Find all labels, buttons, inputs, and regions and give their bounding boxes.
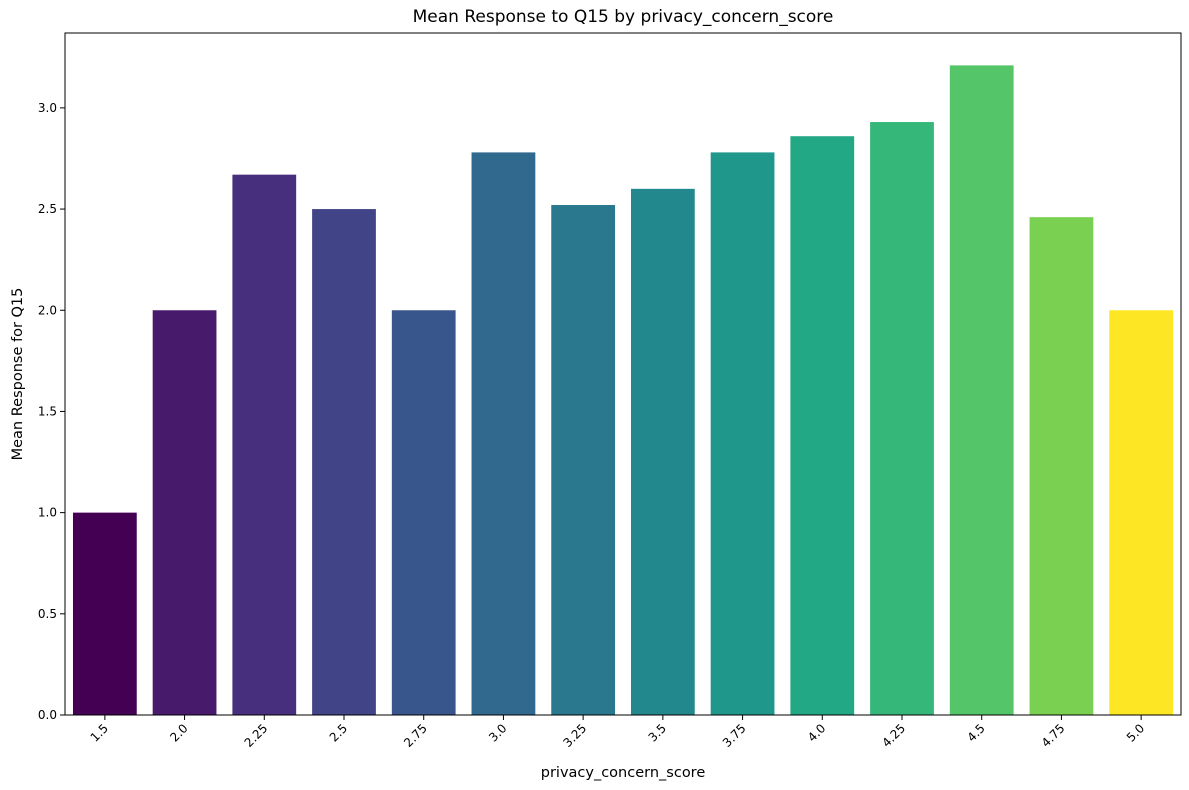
- chart-title: Mean Response to Q15 by privacy_concern_…: [413, 7, 834, 27]
- y-tick-label: 0.5: [38, 607, 57, 621]
- bar-5.0: [1109, 310, 1174, 715]
- bar-4.75: [1029, 217, 1094, 716]
- bar-3.25: [551, 205, 616, 715]
- bar-3.75: [710, 152, 775, 716]
- y-tick-label: 2.0: [38, 303, 57, 317]
- x-axis: 1.5 2.0 2.25 2.5 2.75 3.0 3.25 3.5 3.75 4.0 4.25 4.…: [88, 715, 1147, 750]
- y-tick-label: 3.0: [38, 101, 57, 115]
- y-axis-label: Mean Response for Q15: [10, 288, 26, 461]
- x-tick-label: 4.5: [964, 721, 987, 744]
- x-tick-label: 1.5: [88, 721, 111, 744]
- x-tick-label: 5.0: [1124, 721, 1147, 744]
- y-tick-label: 2.5: [38, 202, 57, 216]
- y-tick-label: 1.5: [38, 404, 57, 418]
- y-tick-label: 1.0: [38, 506, 57, 520]
- x-tick-label: 2.25: [242, 721, 271, 750]
- bar-3.5: [630, 188, 695, 716]
- x-tick-label: 3.75: [720, 721, 749, 750]
- bar-2.25: [232, 174, 297, 715]
- x-tick-label: 2.5: [327, 721, 350, 744]
- bar-2.0: [152, 310, 217, 715]
- x-tick-label: 3.25: [560, 721, 589, 750]
- x-tick-label: 3.0: [486, 721, 509, 744]
- y-tick-label: 0.0: [38, 708, 57, 722]
- x-tick-label: 3.5: [646, 721, 669, 744]
- x-tick-label: 2.0: [167, 721, 190, 744]
- bars-group: [72, 65, 1174, 716]
- plot-frame: [64, 32, 1182, 716]
- x-tick-label: 4.25: [879, 721, 908, 750]
- bar-2.75: [391, 310, 456, 715]
- x-tick-label: 4.0: [805, 721, 828, 744]
- x-tick-label: 2.75: [401, 721, 430, 750]
- bar-2.5: [312, 209, 376, 715]
- bar-4.0: [790, 136, 855, 715]
- bar-4.25: [870, 122, 934, 716]
- bar-1.5: [72, 512, 137, 715]
- x-tick-label: 4.75: [1039, 721, 1068, 750]
- bar-4.5: [949, 65, 1014, 715]
- y-axis: 0.0 0.5 1.0 1.5 2.0 2.5 3.0: [38, 101, 65, 722]
- x-axis-label: privacy_concern_score: [541, 765, 706, 781]
- bar-3.0: [471, 152, 536, 716]
